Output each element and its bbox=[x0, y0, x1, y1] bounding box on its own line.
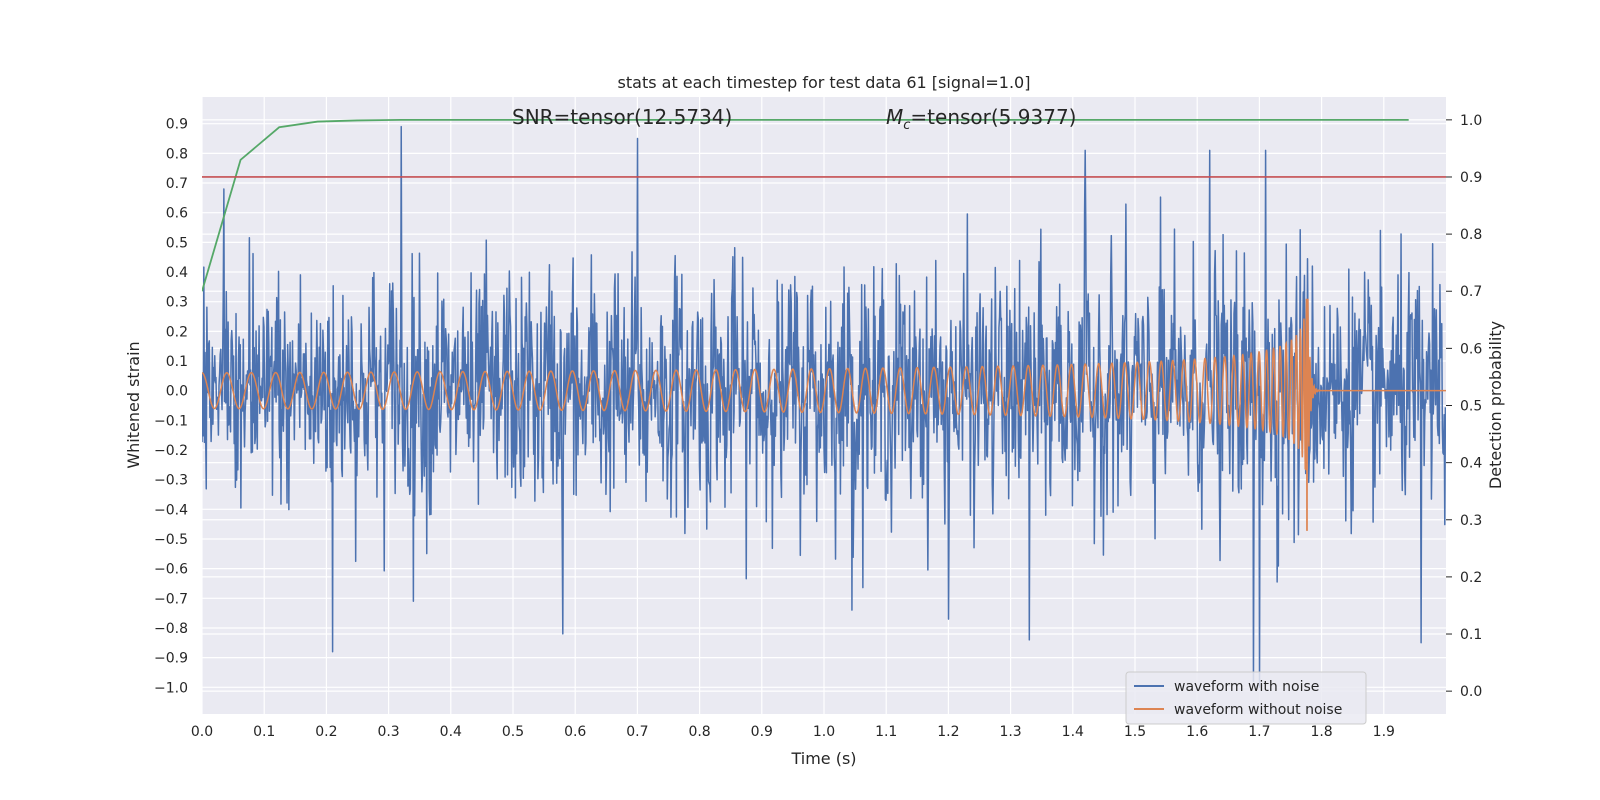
y2-tick-label: 0.2 bbox=[1460, 570, 1482, 586]
x-tick-label: 0.5 bbox=[502, 724, 524, 740]
y-tick-labels: 0.9 0.8 0.7 0.6 0.5 0.4 0.3 0.2 0.1 0.0 −0.1 −0.2 −0… bbox=[154, 117, 188, 697]
y-tick-label: 0.1 bbox=[166, 354, 188, 370]
y2-tick-label: 0.0 bbox=[1460, 684, 1482, 700]
x-tick-label: 0.0 bbox=[191, 724, 213, 740]
series-waveform-without-noise bbox=[202, 298, 1446, 531]
chart-title: stats at each timestep for test data 61 … bbox=[618, 73, 1031, 92]
x-tick-label: 0.2 bbox=[315, 724, 337, 740]
y2-tick-label: 0.1 bbox=[1460, 627, 1482, 643]
x-tick-label: 0.7 bbox=[626, 724, 648, 740]
series-layer bbox=[202, 118, 1446, 689]
x-tick-label: 1.6 bbox=[1186, 724, 1208, 740]
y2-tick-label: 0.5 bbox=[1460, 399, 1482, 415]
y-tick-label: −0.9 bbox=[154, 651, 188, 667]
x-tick-label: 1.8 bbox=[1310, 724, 1332, 740]
y2-tick-label: 0.6 bbox=[1460, 341, 1482, 357]
legend-label-clean: waveform without noise bbox=[1174, 702, 1342, 718]
series-waveform-with-noise bbox=[202, 125, 1446, 689]
x-axis-label: Time (s) bbox=[790, 749, 856, 768]
x-tick-label: 1.9 bbox=[1373, 724, 1395, 740]
x-tick-label: 0.3 bbox=[377, 724, 399, 740]
chirp-mass-subscript: c bbox=[903, 118, 910, 133]
x-tick-labels: 0.0 0.1 0.2 0.3 0.4 0.5 0.6 0.7 0.8 0.9 1.0 1.1 1.2 1… bbox=[191, 724, 1395, 740]
x-tick-label: 0.4 bbox=[440, 724, 462, 740]
legend: waveform with noise waveform without noi… bbox=[1125, 671, 1367, 725]
chirp-mass-value: =tensor(5.9377) bbox=[910, 105, 1076, 129]
y-tick-label: −0.3 bbox=[154, 473, 188, 489]
y2-axis-label: Detection probability bbox=[1486, 321, 1505, 489]
y-tick-label: 0.7 bbox=[166, 176, 188, 192]
y2-tick-label: 0.3 bbox=[1460, 513, 1482, 529]
y2-tick-label: 0.8 bbox=[1460, 227, 1482, 243]
x-tick-label: 1.1 bbox=[875, 724, 897, 740]
x-tick-label: 1.0 bbox=[813, 724, 835, 740]
x-tick-label: 1.4 bbox=[1062, 724, 1084, 740]
y-tick-label: 0.9 bbox=[166, 117, 188, 133]
y-tick-label: 0.3 bbox=[166, 295, 188, 311]
y-tick-label: 0.0 bbox=[166, 384, 188, 400]
y-tick-label: −0.7 bbox=[154, 591, 188, 607]
series-detection-probability bbox=[202, 118, 1409, 292]
legend-label-noise: waveform with noise bbox=[1174, 679, 1319, 695]
y2-tick-label: 0.9 bbox=[1460, 170, 1482, 186]
y2-tick-label: 0.7 bbox=[1460, 284, 1482, 300]
y-tick-label: −1.0 bbox=[154, 680, 188, 696]
x-tick-label: 1.3 bbox=[999, 724, 1021, 740]
y-axis-label: Whitened strain bbox=[124, 341, 143, 468]
x-tick-label: 0.6 bbox=[564, 724, 586, 740]
snr-annotation: SNR=tensor(12.5734) bbox=[512, 105, 732, 129]
y-tick-label: −0.1 bbox=[154, 413, 188, 429]
y-tick-label: 0.8 bbox=[166, 146, 188, 162]
chirp-mass-symbol: M bbox=[886, 105, 903, 129]
x-tick-label: 0.8 bbox=[688, 724, 710, 740]
x-tick-label: 1.5 bbox=[1124, 724, 1146, 740]
y2-tick-label: 1.0 bbox=[1460, 113, 1482, 129]
legend-box bbox=[1125, 671, 1367, 725]
x-tick-label: 0.1 bbox=[253, 724, 275, 740]
y-tick-label: −0.4 bbox=[154, 502, 188, 518]
y-tick-label: −0.8 bbox=[154, 621, 188, 637]
y-tick-label: 0.4 bbox=[166, 265, 188, 281]
x-tick-label: 0.9 bbox=[751, 724, 773, 740]
y-tick-label: −0.2 bbox=[154, 443, 188, 459]
chirp-mass-annotation: Mc=tensor(5.9377) bbox=[886, 105, 1076, 133]
x-tick-label: 1.7 bbox=[1248, 724, 1270, 740]
x-tick-label: 1.2 bbox=[937, 724, 959, 740]
y-tick-label: −0.5 bbox=[154, 532, 188, 548]
y-tick-label: 0.6 bbox=[166, 206, 188, 222]
y2-tick-label: 0.4 bbox=[1460, 456, 1482, 472]
y2-tick-labels: 1.0 0.9 0.8 0.7 0.6 0.5 0.4 0.3 0.2 0.1 0.0 bbox=[1446, 113, 1482, 700]
y-tick-label: 0.5 bbox=[166, 235, 188, 251]
y-tick-label: 0.2 bbox=[166, 324, 188, 340]
y-tick-label: −0.6 bbox=[154, 562, 188, 578]
